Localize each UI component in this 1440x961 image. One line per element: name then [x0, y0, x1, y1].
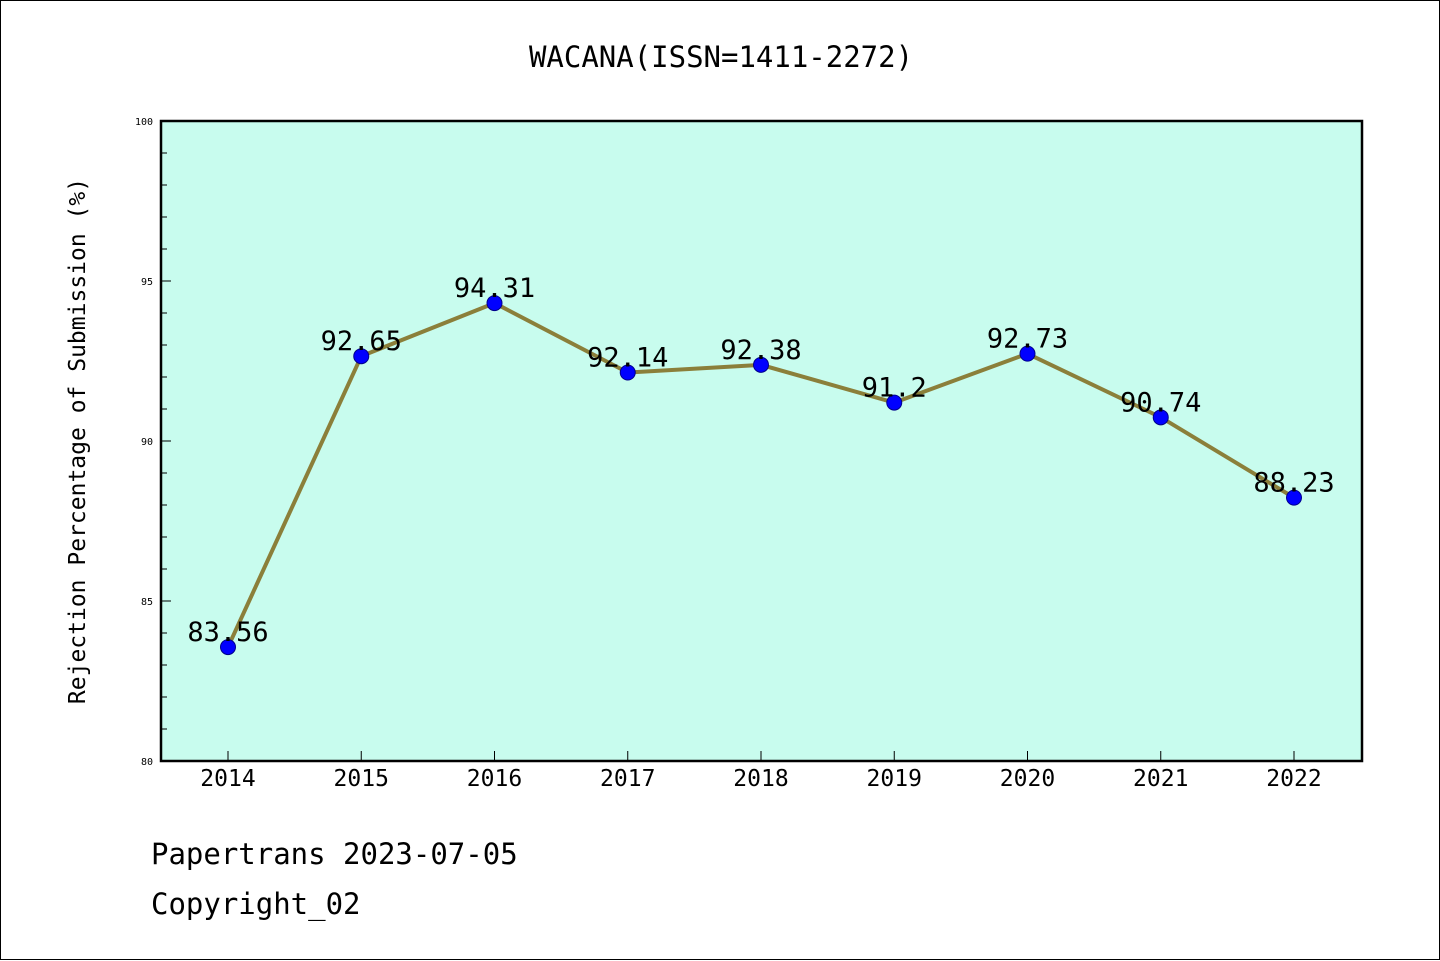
footer-source-text: Papertrans 2023-07-05 [151, 837, 518, 871]
x-tick-label: 2020 [1000, 766, 1055, 792]
data-labels: 83.56 92.65 94.31 92.14 92.38 91.2 92.73 90.74 8… [187, 273, 1334, 648]
data-label: 94.31 [454, 273, 535, 304]
data-label: 91.2 [862, 373, 927, 404]
x-tick-label: 2015 [334, 766, 389, 792]
x-tick-label: 2019 [867, 766, 922, 792]
data-label: 92.73 [987, 324, 1068, 355]
x-axis: 2014 2015 2016 2017 2018 2019 2020 2021 2022 [200, 751, 1322, 792]
y-tick-label: 90 [141, 437, 153, 448]
data-point-marker [486, 295, 503, 312]
chart-title: WACANA(ISSN=1411-2272) [529, 40, 913, 74]
series-line-group [220, 295, 1302, 656]
x-tick-label: 2016 [467, 766, 522, 792]
y-tick-label: 100 [135, 117, 153, 128]
data-point-marker [1286, 489, 1302, 506]
data-point-marker [1019, 345, 1036, 362]
data-point-marker [1152, 409, 1169, 426]
data-point-marker [886, 394, 903, 411]
x-tick-label: 2014 [200, 766, 255, 792]
data-point-marker [353, 348, 370, 365]
data-point-marker [619, 364, 636, 381]
data-label: 92.65 [321, 326, 402, 357]
footer-copyright-text: Copyright_02 [151, 887, 361, 921]
y-axis-label: Rejection Percentage of Submission (%) [65, 178, 91, 704]
x-tick-label: 2022 [1266, 766, 1321, 792]
data-label: 88.23 [1253, 468, 1334, 499]
x-tick-label: 2017 [600, 766, 655, 792]
data-point-marker [220, 639, 236, 656]
data-label: 92.14 [587, 343, 668, 374]
data-label: 90.74 [1120, 387, 1201, 418]
data-label: 83.56 [187, 617, 268, 648]
data-point-marker [753, 356, 769, 373]
data-label: 92.38 [720, 335, 801, 366]
plot-border [159, 119, 1364, 763]
x-tick-label: 2021 [1133, 766, 1188, 792]
y-tick-label: 85 [141, 597, 153, 608]
y-tick-label: 95 [141, 277, 153, 288]
y-tick-label: 80 [141, 757, 153, 768]
x-tick-label: 2018 [733, 766, 788, 792]
plot-area [161, 121, 1362, 761]
